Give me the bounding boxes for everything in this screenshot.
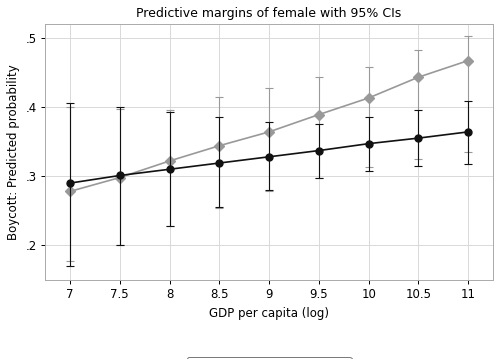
Legend: Male, Female: Male, Female: [186, 357, 352, 359]
X-axis label: GDP per capita (log): GDP per capita (log): [209, 307, 329, 320]
Y-axis label: Boycott: Predicted probability: Boycott: Predicted probability: [7, 64, 20, 240]
Title: Predictive margins of female with 95% CIs: Predictive margins of female with 95% CI…: [136, 7, 402, 20]
